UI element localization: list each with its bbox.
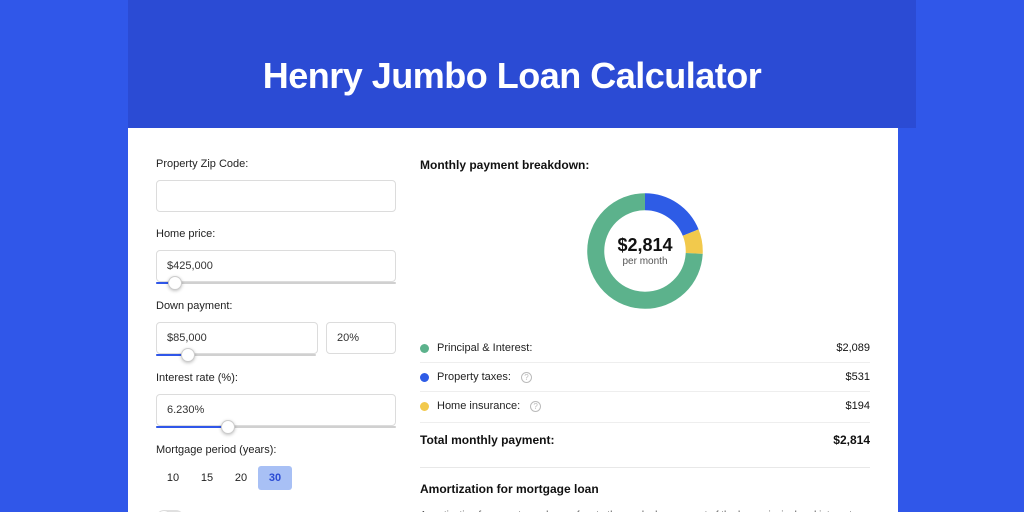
legend-label-0: Principal & Interest: xyxy=(437,342,532,354)
calculator-card: Property Zip Code: Home price: Down paym… xyxy=(128,128,898,512)
donut-center: $2,814 per month xyxy=(580,186,710,316)
legend-left-0: Principal & Interest: xyxy=(420,342,532,354)
legend-row-2: Home insurance:? $194 xyxy=(420,392,870,420)
amortization-title: Amortization for mortgage loan xyxy=(420,482,870,496)
interest-slider-thumb[interactable] xyxy=(221,420,235,434)
interest-slider-fill xyxy=(156,426,228,428)
period-option-20[interactable]: 20 xyxy=(224,466,258,490)
down-payment-percent-input[interactable] xyxy=(326,322,396,354)
down-payment-group: Down payment: xyxy=(156,300,396,356)
page-background: Henry Jumbo Loan Calculator Property Zip… xyxy=(0,0,1024,512)
legend-label-2: Home insurance: xyxy=(437,400,520,412)
period-option-10[interactable]: 10 xyxy=(156,466,190,490)
zip-label: Property Zip Code: xyxy=(156,158,396,170)
legend-value-1: $531 xyxy=(846,371,870,383)
period-options: 10152030 xyxy=(156,466,396,490)
form-column: Property Zip Code: Home price: Down paym… xyxy=(156,158,396,512)
interest-slider[interactable] xyxy=(156,426,396,428)
interest-input[interactable] xyxy=(156,394,396,426)
info-icon[interactable]: ? xyxy=(530,401,541,412)
legend: Principal & Interest: $2,089 Property taxe… xyxy=(420,334,870,420)
down-payment-label: Down payment: xyxy=(156,300,396,312)
zip-input[interactable] xyxy=(156,180,396,212)
amortization-text: Amortization for a mortgage loan refers … xyxy=(420,508,870,512)
total-label: Total monthly payment: xyxy=(420,433,554,447)
period-option-15[interactable]: 15 xyxy=(190,466,224,490)
info-icon[interactable]: ? xyxy=(521,372,532,383)
legend-label-1: Property taxes: xyxy=(437,371,511,383)
legend-left-1: Property taxes:? xyxy=(420,371,532,383)
zip-field-group: Property Zip Code: xyxy=(156,158,396,212)
legend-dot-0 xyxy=(420,344,429,353)
down-payment-amount-input[interactable] xyxy=(156,322,318,354)
legend-row-0: Principal & Interest: $2,089 xyxy=(420,334,870,363)
breakdown-title: Monthly payment breakdown: xyxy=(420,158,870,172)
breakdown-column: Monthly payment breakdown: $2,814 per mo… xyxy=(420,158,870,512)
legend-row-1: Property taxes:? $531 xyxy=(420,363,870,392)
total-value: $2,814 xyxy=(833,433,870,447)
home-price-label: Home price: xyxy=(156,228,396,240)
legend-value-0: $2,089 xyxy=(836,342,870,354)
legend-value-2: $194 xyxy=(846,400,870,412)
donut-wrap: $2,814 per month xyxy=(420,186,870,316)
legend-dot-1 xyxy=(420,373,429,382)
interest-group: Interest rate (%): xyxy=(156,372,396,428)
legend-dot-2 xyxy=(420,402,429,411)
home-price-group: Home price: xyxy=(156,228,396,284)
down-payment-slider[interactable] xyxy=(156,354,316,356)
donut-sub: per month xyxy=(622,256,667,267)
amortization-box: Amortization for mortgage loan Amortizat… xyxy=(420,467,870,512)
donut-chart: $2,814 per month xyxy=(580,186,710,316)
home-price-slider-thumb[interactable] xyxy=(168,276,182,290)
legend-left-2: Home insurance:? xyxy=(420,400,541,412)
period-label: Mortgage period (years): xyxy=(156,444,396,456)
home-price-slider[interactable] xyxy=(156,282,396,284)
page-title: Henry Jumbo Loan Calculator xyxy=(0,55,1024,97)
down-payment-slider-thumb[interactable] xyxy=(181,348,195,362)
total-row: Total monthly payment: $2,814 xyxy=(420,422,870,461)
period-option-30[interactable]: 30 xyxy=(258,466,292,490)
interest-label: Interest rate (%): xyxy=(156,372,396,384)
home-price-input[interactable] xyxy=(156,250,396,282)
period-group: Mortgage period (years): 10152030 xyxy=(156,444,396,490)
donut-amount: $2,814 xyxy=(617,235,672,256)
